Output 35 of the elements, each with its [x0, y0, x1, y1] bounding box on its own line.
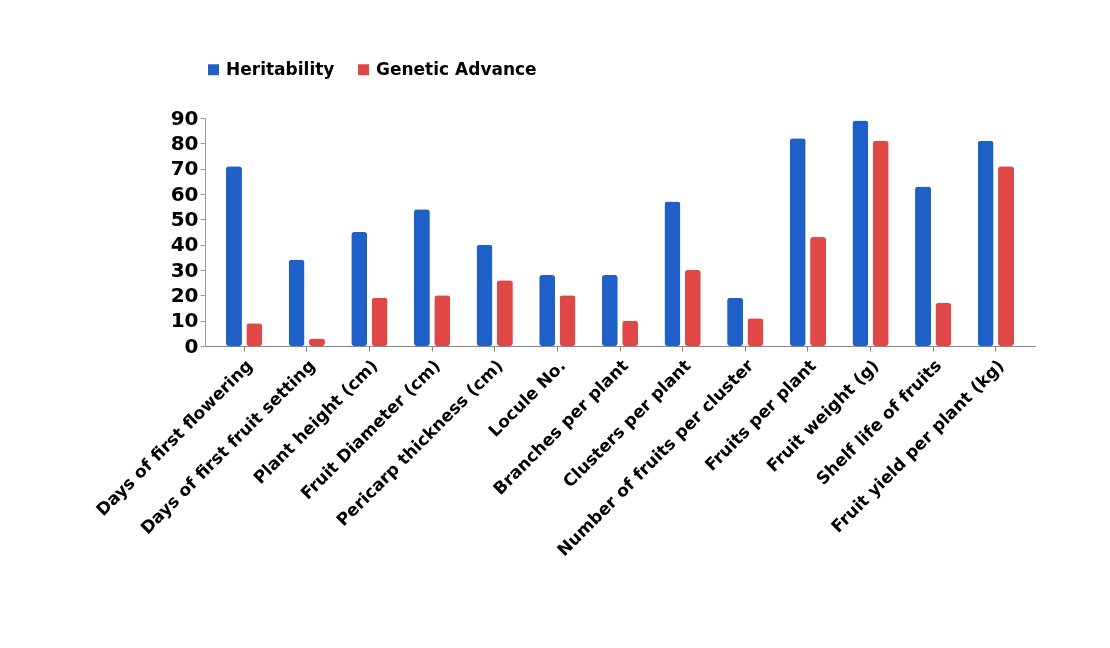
bar: [810, 237, 827, 346]
bar: [727, 297, 744, 346]
bar: [371, 297, 388, 346]
bar: [622, 320, 639, 346]
y-tick-label: 40: [170, 232, 199, 257]
bar: [872, 140, 889, 346]
legend-label: Heritability: [226, 58, 335, 79]
y-tick-label: 30: [170, 257, 199, 282]
y-tick-label: 20: [170, 282, 199, 307]
bar: [789, 138, 806, 346]
bar: [413, 209, 430, 346]
bar: [539, 275, 556, 346]
bar: [601, 275, 618, 346]
bar: [684, 270, 701, 346]
bar: [434, 295, 451, 346]
y-tick-label: 60: [170, 181, 199, 206]
y-tick-label: 90: [170, 105, 199, 130]
bar: [664, 201, 681, 346]
y-tick-label: 70: [170, 156, 199, 181]
y-tick-label: 0: [184, 333, 199, 358]
bar: [476, 244, 493, 346]
bar: [915, 186, 932, 346]
bar: [852, 120, 869, 346]
bar: [496, 280, 513, 346]
y-tick-label: 50: [170, 206, 199, 231]
bar: [977, 140, 994, 346]
bar: [288, 259, 305, 346]
legend-label: Genetic Advance: [376, 58, 537, 79]
bar: [225, 166, 242, 346]
bar: [935, 302, 952, 346]
bar: [351, 232, 368, 346]
y-tick-label: 10: [170, 308, 199, 333]
y-tick-label: 80: [170, 130, 199, 155]
bar: [998, 166, 1015, 346]
bar: [559, 295, 576, 346]
